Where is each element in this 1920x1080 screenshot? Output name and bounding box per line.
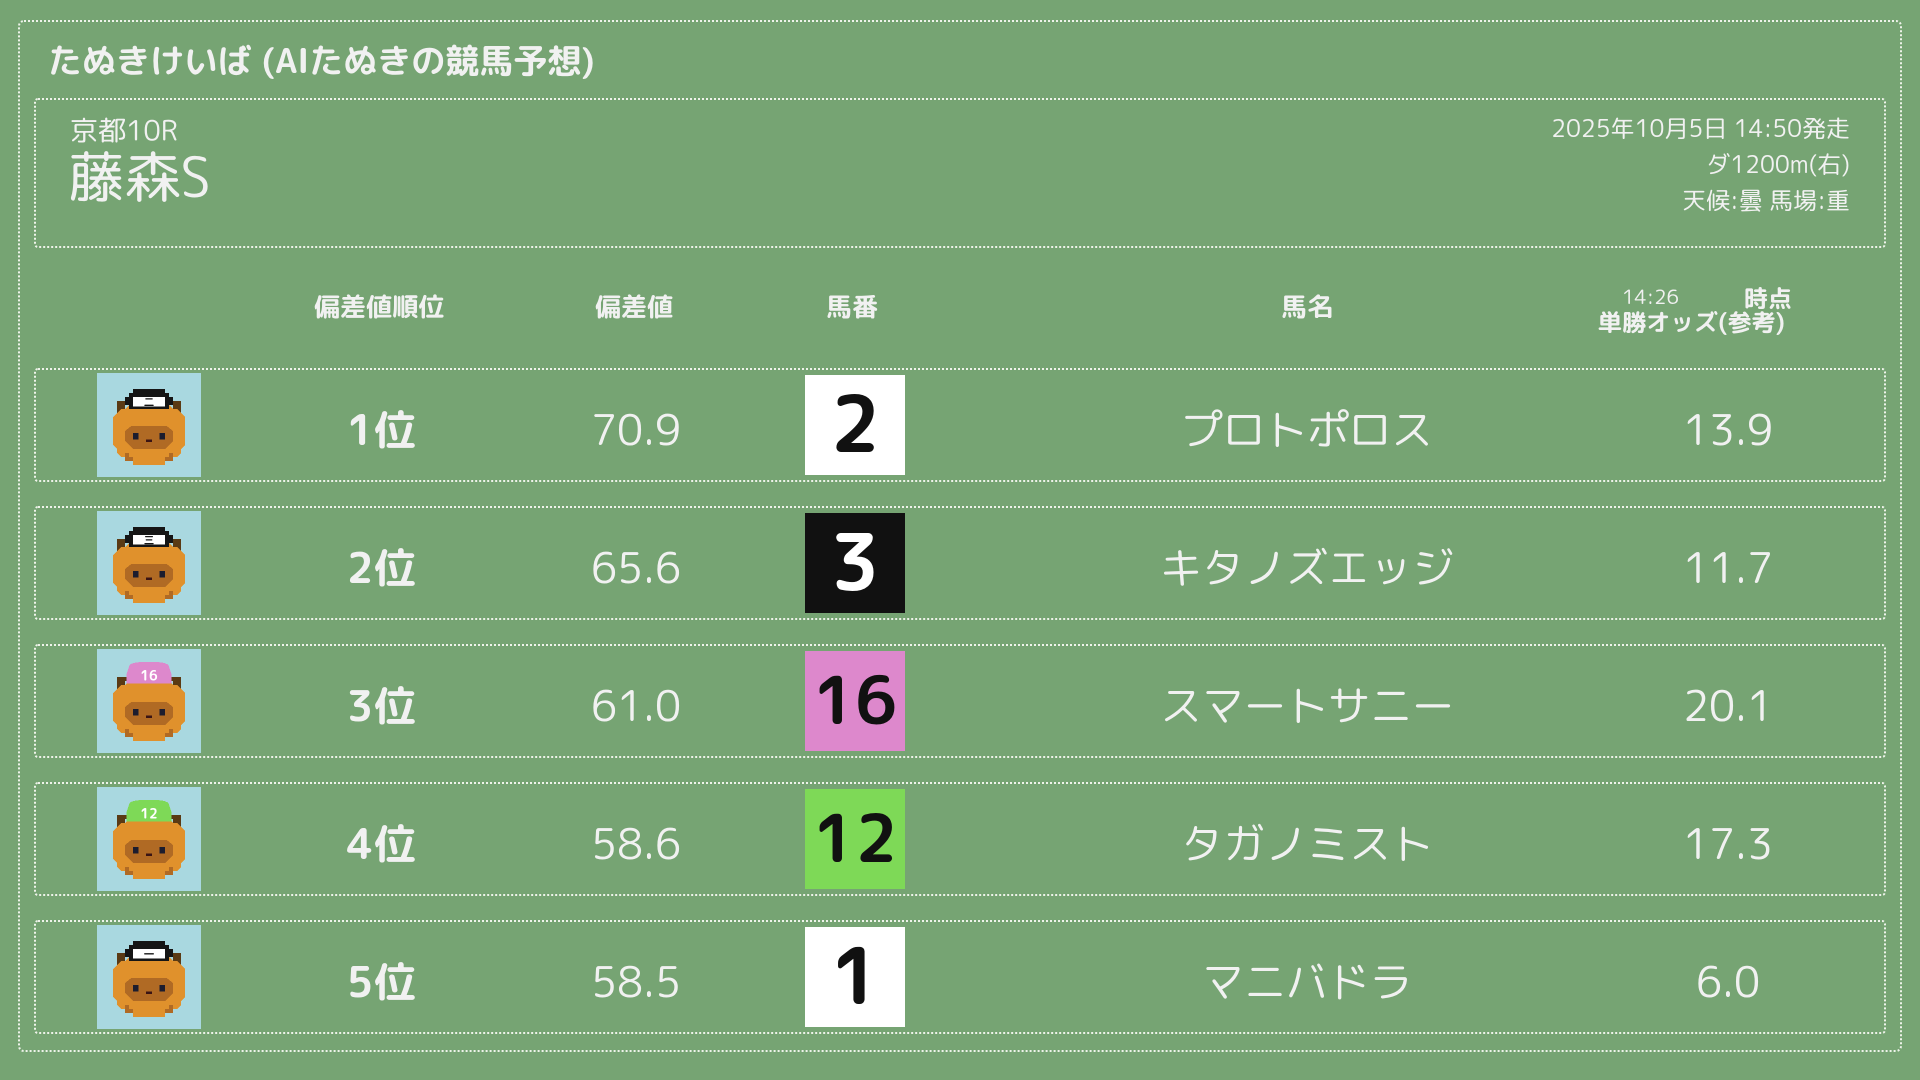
svg-text:単勝オッズ(参考): 単勝オッズ(参考) — [1598, 305, 1785, 339]
svg-text:58.6: 58.6 — [591, 815, 681, 873]
svg-text:偏差値順位: 偏差値順位 — [314, 289, 444, 325]
svg-text:天候:曇 馬場:重: 天候:曇 馬場:重 — [1682, 183, 1850, 217]
svg-text:マニバドラ: マニバドラ — [1202, 953, 1412, 1011]
svg-text:20.1: 20.1 — [1683, 677, 1773, 735]
svg-text:偏差値: 偏差値 — [595, 289, 673, 325]
svg-text:スマートサニー: スマートサニー — [1160, 677, 1454, 735]
svg-text:2025年10月5日 14:50発走: 2025年10月5日 14:50発走 — [1551, 111, 1850, 145]
svg-text:65.6: 65.6 — [591, 539, 681, 597]
svg-text:1位: 1位 — [347, 401, 416, 459]
svg-text:キタノズエッジ: キタノズエッジ — [1160, 539, 1454, 597]
svg-text:2位: 2位 — [347, 539, 416, 597]
svg-text:11.7: 11.7 — [1683, 539, 1773, 597]
svg-text:13.9: 13.9 — [1683, 401, 1773, 459]
svg-text:3位: 3位 — [347, 677, 416, 735]
svg-text:58.5: 58.5 — [591, 953, 681, 1011]
svg-text:70.9: 70.9 — [591, 401, 681, 459]
svg-text:ダ1200m(右): ダ1200m(右) — [1706, 147, 1850, 181]
svg-text:2: 2 — [830, 368, 880, 477]
svg-text:61.0: 61.0 — [591, 677, 681, 735]
svg-text:17.3: 17.3 — [1683, 815, 1773, 873]
svg-text:6.0: 6.0 — [1696, 953, 1760, 1011]
svg-text:3: 3 — [830, 506, 880, 615]
svg-text:馬名: 馬名 — [1281, 289, 1333, 325]
svg-text:12: 12 — [813, 792, 897, 884]
svg-text:5位: 5位 — [347, 953, 416, 1011]
svg-text:4位: 4位 — [347, 815, 416, 873]
svg-text:馬番: 馬番 — [826, 289, 878, 325]
svg-text:タガノミスト: タガノミスト — [1181, 815, 1433, 873]
svg-text:16: 16 — [813, 654, 897, 746]
svg-text:たぬきけいば (AIたぬきの競馬予想): たぬきけいば (AIたぬきの競馬予想) — [48, 36, 595, 84]
svg-text:藤森S: 藤森S — [68, 137, 211, 215]
svg-text:プロトポロス: プロトポロス — [1181, 401, 1433, 459]
svg-text:1: 1 — [830, 920, 880, 1029]
